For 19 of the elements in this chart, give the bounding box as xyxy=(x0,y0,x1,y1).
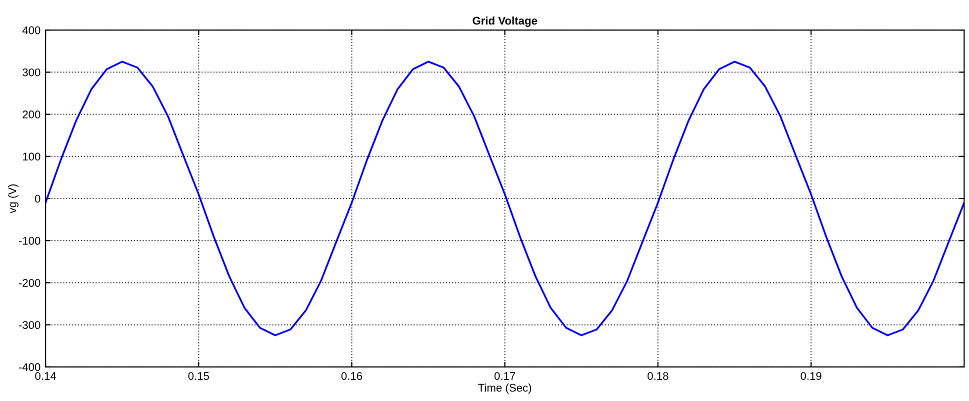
y-tick-label: -100 xyxy=(18,236,40,245)
line-series xyxy=(46,60,964,336)
y-tick-label: 200 xyxy=(22,110,40,118)
y-tick-label: -200 xyxy=(18,278,40,287)
x-axis-title: Time (Sec) xyxy=(478,384,532,394)
y-tick-label: 100 xyxy=(22,152,40,161)
x-tick-label: 0.14 xyxy=(35,372,56,380)
y-tick-label: -400 xyxy=(18,363,40,372)
x-tick-label: 0.19 xyxy=(800,372,822,380)
chart-title: Grid Voltage xyxy=(472,16,538,27)
y-tick-label: -300 xyxy=(18,321,40,329)
x-tick-label: 0.17 xyxy=(494,372,516,380)
y-axis-title: vg (V) xyxy=(8,184,18,214)
y-tick-label: 0 xyxy=(34,194,40,203)
x-tick-label: 0.15 xyxy=(188,372,209,380)
y-tick-label: 300 xyxy=(22,68,40,76)
x-tick-label: 0.16 xyxy=(341,372,362,380)
x-tick-label: 0.18 xyxy=(648,372,668,380)
y-tick-label: 400 xyxy=(22,26,40,34)
